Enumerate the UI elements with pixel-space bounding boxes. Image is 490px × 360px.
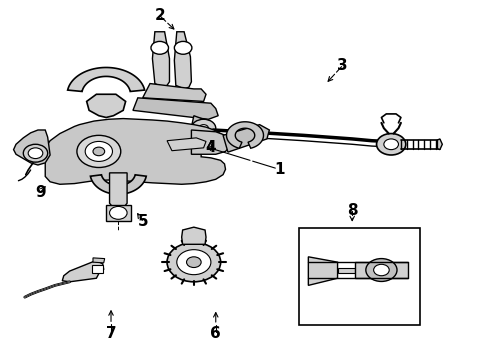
Polygon shape bbox=[226, 122, 264, 148]
Polygon shape bbox=[167, 138, 206, 151]
Polygon shape bbox=[192, 116, 216, 141]
Polygon shape bbox=[308, 257, 338, 285]
Polygon shape bbox=[355, 262, 408, 278]
Circle shape bbox=[28, 148, 43, 158]
Polygon shape bbox=[338, 267, 355, 273]
Polygon shape bbox=[438, 139, 442, 150]
Circle shape bbox=[376, 134, 406, 155]
Circle shape bbox=[151, 41, 169, 54]
Circle shape bbox=[177, 249, 211, 275]
Circle shape bbox=[374, 264, 389, 276]
Polygon shape bbox=[68, 67, 145, 91]
Polygon shape bbox=[87, 94, 125, 117]
Text: 1: 1 bbox=[274, 162, 284, 177]
Polygon shape bbox=[143, 84, 206, 102]
Polygon shape bbox=[133, 98, 218, 119]
Circle shape bbox=[174, 41, 192, 54]
Polygon shape bbox=[62, 260, 104, 282]
Circle shape bbox=[85, 141, 113, 161]
Polygon shape bbox=[182, 227, 206, 244]
Circle shape bbox=[167, 243, 220, 282]
Circle shape bbox=[24, 144, 48, 162]
Polygon shape bbox=[45, 118, 225, 184]
Polygon shape bbox=[14, 130, 50, 165]
Polygon shape bbox=[93, 258, 105, 263]
Text: 9: 9 bbox=[35, 185, 46, 200]
Polygon shape bbox=[223, 125, 270, 152]
Circle shape bbox=[187, 257, 201, 267]
Text: 2: 2 bbox=[154, 8, 165, 23]
Circle shape bbox=[77, 135, 121, 167]
Polygon shape bbox=[110, 173, 127, 207]
Text: 4: 4 bbox=[206, 140, 216, 156]
Text: 5: 5 bbox=[137, 213, 148, 229]
Text: 6: 6 bbox=[210, 326, 221, 341]
Polygon shape bbox=[91, 175, 146, 194]
Text: 3: 3 bbox=[337, 58, 348, 73]
Circle shape bbox=[110, 206, 127, 219]
Bar bbox=[92, 265, 103, 273]
Circle shape bbox=[366, 258, 397, 282]
Text: 8: 8 bbox=[347, 203, 358, 218]
Bar bbox=[298, 228, 420, 325]
Text: 7: 7 bbox=[106, 326, 116, 341]
Polygon shape bbox=[174, 32, 192, 89]
Circle shape bbox=[199, 125, 208, 132]
Circle shape bbox=[192, 119, 216, 137]
Polygon shape bbox=[192, 130, 230, 154]
Circle shape bbox=[93, 147, 105, 156]
Circle shape bbox=[384, 139, 398, 150]
Polygon shape bbox=[152, 32, 170, 87]
Bar bbox=[106, 205, 130, 221]
